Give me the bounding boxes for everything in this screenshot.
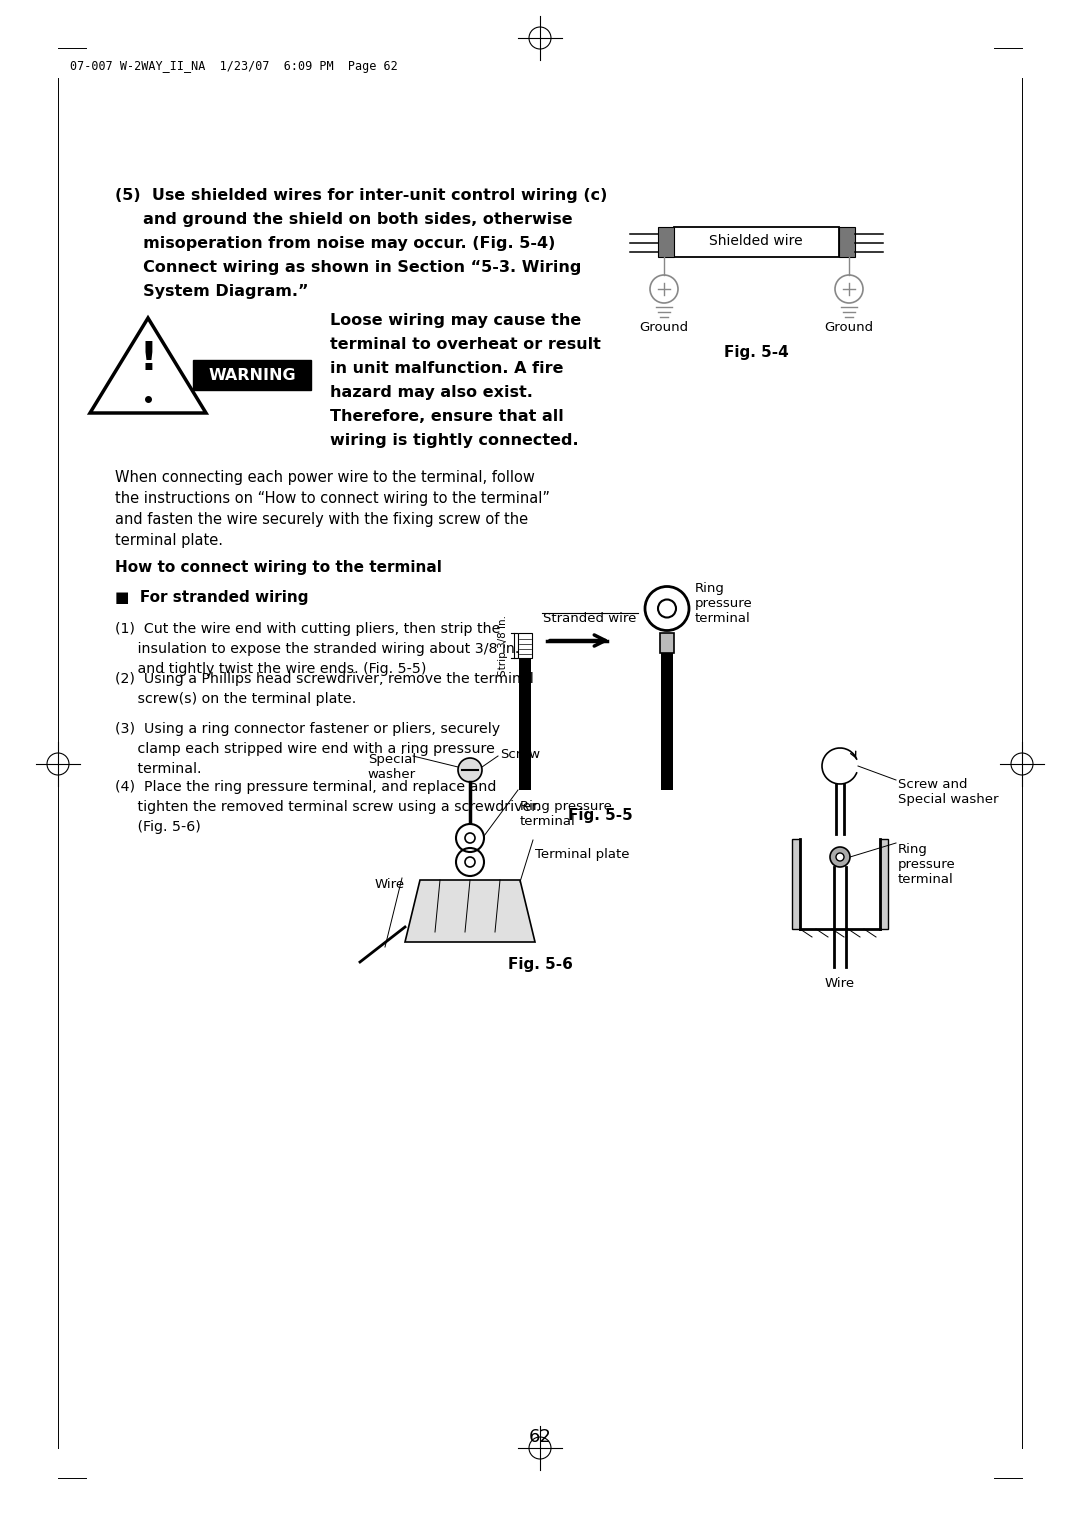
Text: Screw and
Special washer: Screw and Special washer [897,778,999,805]
Text: wiring is tightly connected.: wiring is tightly connected. [330,432,579,448]
Text: Fig. 5-6: Fig. 5-6 [508,957,572,972]
Text: (4)  Place the ring pressure terminal, and replace and: (4) Place the ring pressure terminal, an… [114,779,497,795]
Text: WARNING: WARNING [208,368,296,382]
Text: 62: 62 [528,1429,552,1445]
Text: Wire: Wire [825,976,855,990]
Text: Strip 3/8 in.: Strip 3/8 in. [498,614,508,675]
Text: the instructions on “How to connect wiring to the terminal”: the instructions on “How to connect wiri… [114,490,550,506]
Text: ■  For stranded wiring: ■ For stranded wiring [114,590,309,605]
Text: (1)  Cut the wire end with cutting pliers, then strip the: (1) Cut the wire end with cutting pliers… [114,622,500,636]
Text: misoperation from noise may occur. (Fig. 5-4): misoperation from noise may occur. (Fig.… [114,235,555,251]
FancyBboxPatch shape [674,228,839,257]
FancyBboxPatch shape [880,839,888,929]
Text: Ring
pressure
terminal: Ring pressure terminal [696,582,753,625]
Text: and ground the shield on both sides, otherwise: and ground the shield on both sides, oth… [114,212,572,228]
Text: Loose wiring may cause the: Loose wiring may cause the [330,313,581,329]
Text: How to connect wiring to the terminal: How to connect wiring to the terminal [114,559,442,575]
Text: Fig. 5-5: Fig. 5-5 [568,808,633,824]
FancyBboxPatch shape [792,839,800,929]
FancyBboxPatch shape [839,228,855,257]
FancyBboxPatch shape [660,633,674,652]
Text: !: ! [139,341,157,377]
Text: When connecting each power wire to the terminal, follow: When connecting each power wire to the t… [114,471,535,484]
Text: Therefore, ensure that all: Therefore, ensure that all [330,410,564,423]
FancyBboxPatch shape [518,633,532,659]
Text: (5)  Use shielded wires for inter-unit control wiring (c): (5) Use shielded wires for inter-unit co… [114,188,607,203]
FancyBboxPatch shape [661,652,673,790]
Text: terminal plate.: terminal plate. [114,533,222,549]
Text: and tightly twist the wire ends. (Fig. 5-5): and tightly twist the wire ends. (Fig. 5… [114,662,427,675]
Text: Stranded wire: Stranded wire [543,613,637,625]
Text: tighten the removed terminal screw using a screwdriver.: tighten the removed terminal screw using… [114,801,540,814]
Text: System Diagram.”: System Diagram.” [114,284,309,299]
Text: terminal.: terminal. [114,762,202,776]
Circle shape [831,847,850,866]
Text: Fig. 5-4: Fig. 5-4 [724,345,788,361]
Circle shape [836,853,843,860]
Text: Shielded wire: Shielded wire [710,234,802,248]
Text: Ground: Ground [824,321,874,335]
Text: in unit malfunction. A fire: in unit malfunction. A fire [330,361,564,376]
Text: clamp each stripped wire end with a ring pressure: clamp each stripped wire end with a ring… [114,743,495,756]
Text: insulation to expose the stranded wiring about 3/8 in.: insulation to expose the stranded wiring… [114,642,519,656]
FancyBboxPatch shape [519,659,531,790]
Circle shape [458,758,482,782]
Text: Ring
pressure
terminal: Ring pressure terminal [897,843,956,886]
Text: Ground: Ground [639,321,689,335]
Text: and fasten the wire securely with the fixing screw of the: and fasten the wire securely with the fi… [114,512,528,527]
FancyBboxPatch shape [193,361,311,390]
Text: Ring pressure
terminal: Ring pressure terminal [519,801,612,828]
Polygon shape [405,880,535,941]
Text: terminal to overheat or result: terminal to overheat or result [330,338,600,351]
Text: Terminal plate: Terminal plate [535,848,630,860]
FancyBboxPatch shape [658,228,674,257]
Text: Wire: Wire [375,879,405,891]
Text: screw(s) on the terminal plate.: screw(s) on the terminal plate. [114,692,356,706]
Text: (2)  Using a Phillips head screwdriver, remove the terminal: (2) Using a Phillips head screwdriver, r… [114,672,534,686]
Text: Special
washer: Special washer [368,753,416,781]
Text: 07-007 W-2WAY_II_NA  1/23/07  6:09 PM  Page 62: 07-007 W-2WAY_II_NA 1/23/07 6:09 PM Page… [70,60,397,73]
Text: Connect wiring as shown in Section “5-3. Wiring: Connect wiring as shown in Section “5-3.… [114,260,581,275]
Text: hazard may also exist.: hazard may also exist. [330,385,532,400]
Text: (Fig. 5-6): (Fig. 5-6) [114,821,201,834]
Text: Screw: Screw [500,749,540,761]
Text: (3)  Using a ring connector fastener or pliers, securely: (3) Using a ring connector fastener or p… [114,723,500,736]
